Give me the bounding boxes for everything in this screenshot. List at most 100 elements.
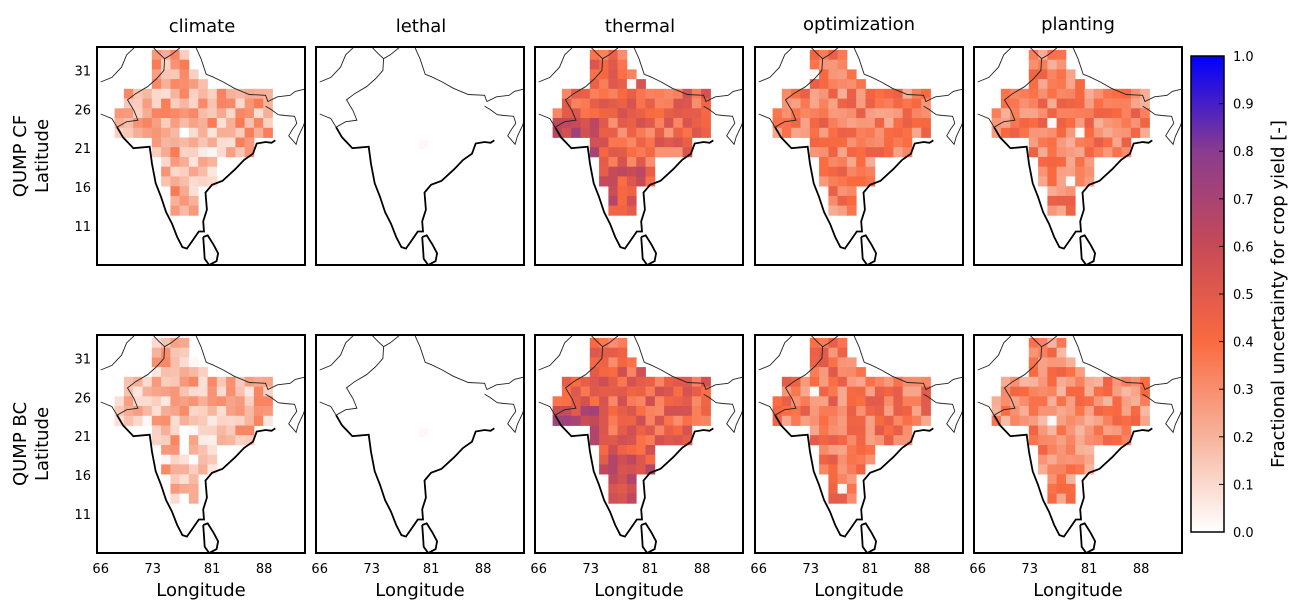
grid-cell <box>179 166 190 177</box>
grid-cell <box>664 98 674 109</box>
grid-cell <box>552 406 563 417</box>
grid-cell <box>902 118 913 129</box>
grid-cell <box>1084 464 1095 475</box>
grid-cell <box>837 474 848 485</box>
grid-cell <box>902 127 913 138</box>
country-border <box>265 105 305 146</box>
grid-cell <box>893 147 904 158</box>
grid-cell <box>1093 415 1104 426</box>
grid-cell <box>856 118 866 129</box>
grid-cell <box>865 147 876 158</box>
grid-cell <box>179 79 190 90</box>
sri-lanka-coast <box>421 522 439 553</box>
grid-cell <box>599 367 609 378</box>
grid-cell <box>589 386 600 397</box>
grid-cell <box>884 147 894 158</box>
grid-cell <box>1093 127 1104 138</box>
grid-cell <box>626 98 637 109</box>
grid-cell <box>179 88 190 99</box>
grid-cell <box>828 357 839 368</box>
grid-cell <box>846 98 857 109</box>
grid-cell <box>856 386 866 397</box>
grid-cell <box>561 108 572 119</box>
grid-cell <box>1130 386 1141 397</box>
grid-cell <box>636 406 646 417</box>
grid-cell <box>691 406 702 417</box>
country-border <box>484 393 524 434</box>
grid-cell <box>198 464 208 475</box>
grid-cell <box>902 425 913 436</box>
grid-cell <box>1047 357 1058 368</box>
grid-cell <box>161 176 171 187</box>
panel-frame <box>754 334 964 554</box>
grid-cell <box>617 88 628 99</box>
grid-cell <box>198 406 208 417</box>
grid-cell <box>608 357 619 368</box>
grid-cell <box>188 108 199 119</box>
grid-cell <box>636 435 646 446</box>
grid-cell <box>179 454 190 465</box>
grid-cell <box>216 108 227 119</box>
grid-cell <box>179 49 190 60</box>
grid-cell <box>645 157 656 168</box>
grid-cell <box>791 386 801 397</box>
x-axis-label: Longitude <box>375 580 465 601</box>
grid-cell <box>1056 376 1067 387</box>
grid-cell <box>874 127 885 138</box>
svg-text:QUMP BC: QUMP BC <box>10 402 31 486</box>
grid-cell <box>216 118 227 129</box>
grid-cell <box>884 435 894 446</box>
grid-cell <box>207 464 218 475</box>
grid-cell <box>1038 176 1048 187</box>
grid-cell <box>170 406 181 417</box>
grid-cell <box>1093 118 1104 129</box>
grid-cell <box>691 396 702 407</box>
grid-cell <box>198 176 208 187</box>
grid-cell <box>991 118 1002 129</box>
grid-cell <box>617 376 628 387</box>
grid-cell <box>911 118 922 129</box>
grid-cell <box>1065 195 1076 206</box>
grid-cell <box>837 337 848 348</box>
grid-cell <box>114 118 125 129</box>
grid-cell <box>244 435 255 446</box>
grid-cell <box>1028 88 1039 99</box>
grid-cell <box>819 376 829 387</box>
map-panel-thermal-cf <box>534 46 744 266</box>
grid-cell <box>1056 435 1067 446</box>
grid-cell <box>682 88 693 99</box>
x-tick-label: 73 <box>363 562 380 577</box>
grid-cell <box>1000 118 1011 129</box>
grid-cell <box>188 147 199 158</box>
grid-cell <box>682 435 693 446</box>
grid-cell <box>561 127 572 138</box>
grid-cell <box>552 396 563 407</box>
grid-cell <box>828 435 839 446</box>
grid-cell <box>819 415 829 426</box>
grid-cell <box>626 415 637 426</box>
grid-cell <box>1047 137 1058 148</box>
grid-cell <box>170 337 181 348</box>
y-tick-label: 21 <box>74 430 91 445</box>
grid-cell <box>1056 425 1067 436</box>
grid-cell <box>207 386 218 397</box>
grid-cell <box>846 435 857 446</box>
grid-cell <box>846 157 857 168</box>
grid-cell <box>828 415 839 426</box>
country-border <box>602 335 743 391</box>
grid-cell <box>188 205 199 216</box>
grid-cell <box>1065 425 1076 436</box>
grid-cell <box>1056 386 1067 397</box>
grid-cell <box>865 166 876 177</box>
grid-cell <box>1047 108 1058 119</box>
grid-cell <box>819 127 829 138</box>
x-tick-label: 73 <box>582 562 599 577</box>
grid-cell <box>419 427 429 438</box>
grid-cell <box>170 108 181 119</box>
grid-cell <box>1130 88 1141 99</box>
grid-cell <box>1047 367 1058 378</box>
grid-cell <box>161 69 171 80</box>
country-border <box>265 393 305 434</box>
grid-cell <box>819 406 829 417</box>
grid-cell <box>170 118 181 129</box>
